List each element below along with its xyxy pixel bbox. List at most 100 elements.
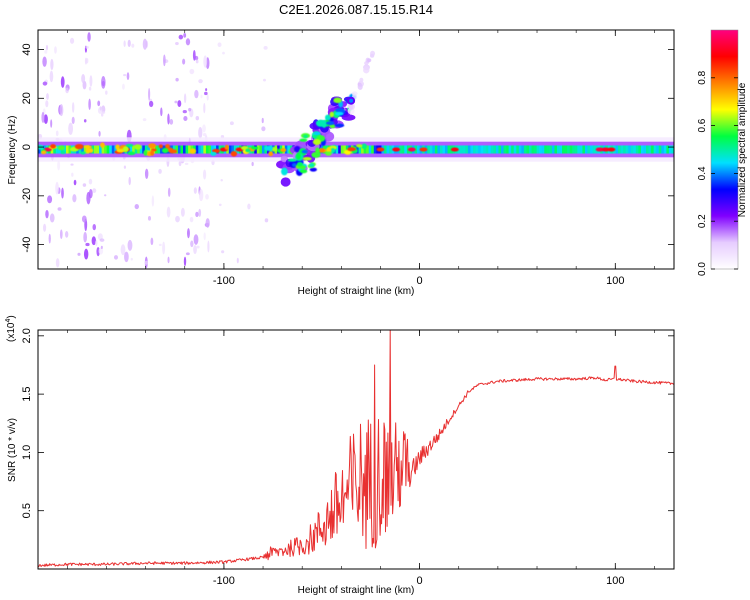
heatmap-chirp-blob	[302, 157, 312, 161]
heatmap-band-cell	[414, 145, 418, 154]
heatmap-chirp-blob	[299, 138, 308, 142]
heatmap-band-cell	[625, 145, 629, 154]
heatmap-band-cell	[577, 145, 581, 154]
svg-text:(x104): (x104)	[5, 315, 17, 342]
heatmap-speckle	[203, 55, 208, 68]
heatmap-speckle	[150, 237, 154, 246]
heatmap-band-cell	[203, 145, 207, 154]
heatmap-band-cell	[114, 145, 118, 154]
heatmap-band-blob	[99, 142, 105, 148]
heatmap-speckle	[42, 56, 47, 67]
heatmap-band-blob	[41, 150, 47, 155]
heatmap-band-cell	[579, 145, 583, 154]
heatmap-chirp-blob	[334, 123, 345, 128]
heatmap-band-cell	[478, 145, 482, 154]
heatmap-band-cell	[101, 145, 105, 154]
heatmap-speckle	[83, 119, 87, 123]
heatmap-chirp-faint	[363, 66, 370, 74]
heatmap-chirp-blob	[335, 111, 344, 116]
heatmap-band-cell	[198, 145, 202, 154]
heatmap-band-cell	[615, 145, 619, 154]
heatmap-band-cell	[427, 145, 431, 154]
heatmap-band-cell	[623, 145, 627, 154]
heatmap-speckle	[264, 218, 269, 223]
heatmap-speckle	[247, 203, 251, 210]
heatmap-speckle	[92, 224, 96, 231]
heatmap-band-cell	[160, 145, 164, 154]
heatmap-band-cell	[635, 145, 639, 154]
heatmap-speckle	[81, 73, 86, 84]
snr-xtick-label: 100	[606, 575, 624, 587]
heatmap-band-cell	[590, 145, 593, 154]
heatmap-band-cell	[361, 145, 365, 154]
heatmap-speckle	[92, 188, 97, 193]
heatmap-band-cell	[483, 145, 487, 154]
heatmap-band-blob	[80, 151, 86, 155]
heatmap-speckle	[55, 181, 59, 195]
heatmap-speckle	[88, 178, 93, 185]
heatmap-speckle	[113, 255, 119, 260]
spectrogram-axes: -100 0 100 -40 -20 0 20 40	[21, 30, 674, 287]
colorbar: 0.0 0.2 0.4 0.6 0.8 Normalized spectral ampl…	[697, 29, 748, 276]
heatmap-hotspot	[450, 147, 459, 152]
heatmap-chirp-blob	[326, 121, 335, 126]
colorbar-tick-label: 0.8	[697, 70, 708, 84]
heatmap-speckle	[163, 54, 166, 67]
heatmap-speckle	[177, 100, 182, 108]
heatmap-speckle	[167, 256, 170, 264]
heatmap-band-cell	[564, 145, 568, 154]
heatmap-band-cell	[648, 145, 652, 154]
snr-frame	[37, 329, 675, 570]
heatmap-band-blob	[189, 148, 197, 154]
heatmap-band-cell	[231, 145, 235, 154]
heatmap-chirp-blob	[314, 131, 321, 135]
heatmap-band-cell	[493, 145, 497, 154]
heatmap-speckle	[54, 46, 57, 54]
snr-axes: -100 0 100 0.5 1.0 1.5 2.0	[21, 328, 674, 587]
heatmap-speckle	[122, 83, 125, 90]
heatmap-speckle	[160, 107, 163, 117]
heatmap-band-cell	[129, 145, 133, 154]
heatmap-speckle	[198, 79, 203, 84]
heatmap-speckle	[85, 58, 89, 64]
heatmap-band-cell	[432, 145, 436, 154]
heatmap-chirp-blob	[296, 152, 301, 160]
snr-line-layer	[38, 330, 674, 568]
snr-xtick-label: 0	[417, 575, 423, 587]
heatmap-speckle	[59, 103, 64, 117]
heatmap-speckle	[195, 115, 200, 121]
heatmap-speckle	[71, 102, 75, 113]
heatmap-speckle	[128, 176, 131, 186]
heatmap-band-cell	[567, 145, 571, 154]
heatmap-band-cell	[653, 145, 657, 154]
heatmap-speckle	[198, 188, 204, 202]
heatmap-chirp-blob	[349, 98, 354, 103]
heatmap-speckle	[175, 41, 179, 46]
heatmap-band-blob	[330, 148, 336, 154]
spectrogram-frame	[37, 29, 675, 270]
heatmap-band-cell	[663, 145, 667, 154]
heatmap-band-cell	[628, 145, 632, 154]
heatmap-speckle	[134, 204, 139, 210]
heatmap-speckle	[203, 232, 206, 241]
heatmap-band-cell	[439, 145, 443, 154]
heatmap-speckle	[103, 194, 107, 197]
heatmap-speckle	[178, 34, 184, 40]
heatmap-chirp-blob	[309, 167, 317, 172]
heatmap-band-cell	[109, 145, 113, 154]
heatmap-speckle	[68, 122, 74, 135]
heatmap-speckle	[127, 39, 131, 48]
heatmap-chirp-blob	[325, 114, 331, 120]
heatmap-band-cell	[389, 145, 393, 154]
heatmap-band-cell	[534, 145, 538, 154]
snr-background	[38, 330, 674, 569]
spectrogram-ylabel: Frequency (Hz)	[7, 116, 18, 185]
heatmap-speckle	[82, 183, 87, 187]
heatmap-speckle	[187, 228, 190, 239]
heatmap-speckle	[218, 203, 222, 207]
heatmap-hotspot	[392, 147, 401, 152]
heatmap-speckle	[167, 113, 170, 125]
heatmap-band-blob	[161, 147, 169, 154]
heatmap-speckle	[43, 114, 48, 124]
heatmap-speckle	[41, 111, 45, 123]
